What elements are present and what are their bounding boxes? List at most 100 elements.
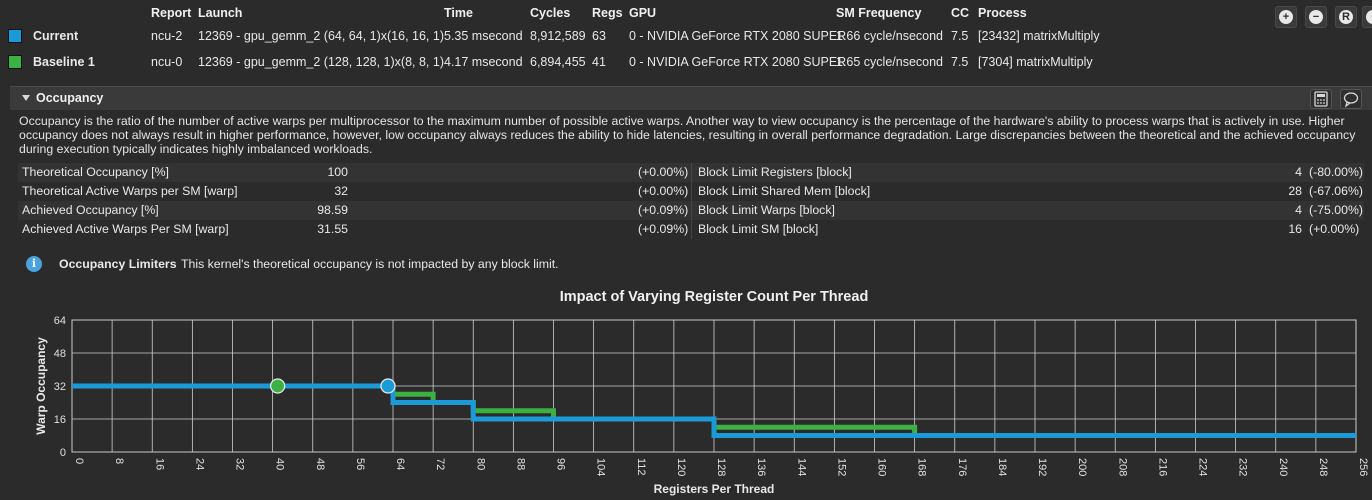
y-axis-label: Warp Occupancy <box>34 337 48 435</box>
metric-value: 32 <box>334 184 348 198</box>
baseline-marker <box>269 378 286 394</box>
cell-cc: 7.5 <box>951 55 969 69</box>
metric-value: 16 <box>1288 222 1302 236</box>
x-tick-label: 96 <box>555 458 567 470</box>
metric-delta: (+0.00%) <box>1309 222 1360 236</box>
x-tick-label: 16 <box>153 458 165 470</box>
cell-gpu: 0 - NVIDIA GeForce RTX 2080 SUPER <box>629 55 847 69</box>
occupancy-section-header[interactable]: Occupancy <box>10 86 1372 110</box>
col-launch: Launch <box>198 6 243 20</box>
metric-value: 28 <box>1288 184 1302 198</box>
section-description: Occupancy is the ratio of the number of … <box>19 114 1356 156</box>
chart-title: Impact of Varying Register Count Per Thr… <box>560 289 869 305</box>
col-regs: Regs <box>592 6 623 20</box>
y-tick-label: 32 <box>54 381 66 393</box>
x-tick-label: 224 <box>1197 458 1209 476</box>
cell-time: 4.17 msecond <box>444 55 523 69</box>
metric-name: Theoretical Active Warps per SM [warp] <box>22 184 238 198</box>
reset-button[interactable]: R <box>1335 6 1357 28</box>
metric-delta: (-75.00%) <box>1309 203 1363 217</box>
comment-button[interactable] <box>1340 89 1362 109</box>
cell-cc: 7.5 <box>951 29 969 43</box>
baseline-color-swatch[interactable] <box>8 55 22 69</box>
x-tick-label: 128 <box>715 458 727 476</box>
current-color-swatch[interactable] <box>8 29 22 43</box>
x-tick-label: 72 <box>434 458 446 470</box>
x-tick-label: 0 <box>73 458 85 464</box>
col-cc: CC <box>951 6 970 20</box>
calculator-icon <box>1314 91 1328 107</box>
column-divider <box>691 182 692 201</box>
x-tick-label: 232 <box>1237 458 1249 476</box>
cell-smfreq: 1.65 cycle/nsecond <box>836 55 944 69</box>
metric-name: Achieved Occupancy [%] <box>22 203 159 217</box>
zoom-out-button[interactable]: − <box>1305 6 1327 28</box>
register-impact-chart: 0 8 16 24 32 40 48 56 64 72 80 88 96 104 112 120 128 136 1… <box>10 280 1372 500</box>
limiters-text: This kernel's theoretical occupancy is n… <box>181 257 559 271</box>
calculator-button[interactable] <box>1310 89 1332 109</box>
metric-delta: (+0.09%) <box>638 203 689 217</box>
zoom-out-icon: − <box>1309 10 1323 24</box>
col-report: Report <box>151 6 192 20</box>
chart-canvas: 0 8 16 24 32 40 48 56 64 72 80 88 96 104 112 120 128 136 1… <box>34 289 1369 496</box>
metric-name: Achieved Active Warps Per SM [warp] <box>22 222 229 236</box>
col-sm-frequency: SM Frequency <box>836 6 922 20</box>
metric-value: 4 <box>1295 165 1302 179</box>
baseline-series-line <box>72 383 1356 438</box>
x-tick-label: 160 <box>876 458 888 476</box>
comment-icon <box>1343 92 1359 108</box>
cell-process: [7304] matrixMultiply <box>978 55 1093 69</box>
x-tick-label: 112 <box>635 458 647 476</box>
result-name-baseline[interactable]: Baseline 1 <box>33 55 95 69</box>
x-tick-label: 64 <box>394 458 406 470</box>
result-name-current[interactable]: Current <box>33 29 79 43</box>
x-tick-label: 48 <box>314 458 326 470</box>
cell-launch: 12369 - gpu_gemm_2 (64, 64, 1)x(16, 16, … <box>198 29 444 43</box>
column-divider <box>691 220 692 239</box>
metric-delta: (-80.00%) <box>1309 165 1363 179</box>
x-tick-label: 136 <box>755 458 767 476</box>
cell-regs: 63 <box>592 29 606 43</box>
x-tick-label: 176 <box>956 458 968 476</box>
table-row: Achieved Occupancy [%] 98.59 (+0.09%) Bl… <box>18 201 1364 220</box>
x-tick-label: 240 <box>1277 458 1289 476</box>
metric-name: Block Limit Warps [block] <box>698 203 835 217</box>
metric-value: 31.55 <box>317 222 348 236</box>
more-icon: · <box>1366 10 1372 24</box>
x-tick-label: 144 <box>795 458 807 476</box>
metric-delta: (+0.00%) <box>638 165 689 179</box>
cell-gpu: 0 - NVIDIA GeForce RTX 2080 SUPER <box>629 29 847 43</box>
cell-process: [23432] matrixMultiply <box>978 29 1100 43</box>
metric-delta: (-67.06%) <box>1309 184 1363 198</box>
x-tick-label: 120 <box>675 458 687 476</box>
cell-time: 5.35 msecond <box>444 29 523 43</box>
x-tick-label: 184 <box>996 458 1008 476</box>
x-tick-label: 216 <box>1156 458 1168 476</box>
cell-cycles: 8,912,589 <box>530 29 586 43</box>
metrics-table: Theoretical Occupancy [%] 100 (+0.00%) B… <box>18 163 1364 239</box>
col-cycles: Cycles <box>530 6 571 20</box>
x-tick-label: 40 <box>274 458 286 470</box>
more-button[interactable]: · <box>1362 6 1372 28</box>
metric-name: Block Limit Registers [block] <box>698 165 852 179</box>
cell-report: ncu-2 <box>151 29 183 43</box>
report-header: Report Launch Time Cycles Regs GPU SM Fr… <box>0 0 1372 86</box>
section-title: Occupancy <box>36 91 104 105</box>
x-tick-label: 88 <box>514 458 526 470</box>
collapse-caret-icon[interactable] <box>22 95 30 101</box>
cell-launch: 12369 - gpu_gemm_2 (128, 128, 1)x(8, 8, … <box>198 55 444 69</box>
cell-regs: 41 <box>592 55 606 69</box>
col-process: Process <box>978 6 1027 20</box>
info-icon: i <box>26 256 42 272</box>
column-divider <box>691 201 692 220</box>
x-tick-label: 208 <box>1116 458 1128 476</box>
x-tick-label: 32 <box>234 458 246 470</box>
x-tick-label: 80 <box>474 458 486 470</box>
metric-value: 4 <box>1295 203 1302 217</box>
metric-name: Theoretical Occupancy [%] <box>22 165 169 179</box>
x-tick-label: 56 <box>354 458 366 470</box>
column-divider <box>691 163 692 182</box>
table-row: Theoretical Occupancy [%] 100 (+0.00%) B… <box>18 163 1364 182</box>
cell-report: ncu-0 <box>151 55 183 69</box>
zoom-in-button[interactable]: + <box>1275 6 1297 28</box>
